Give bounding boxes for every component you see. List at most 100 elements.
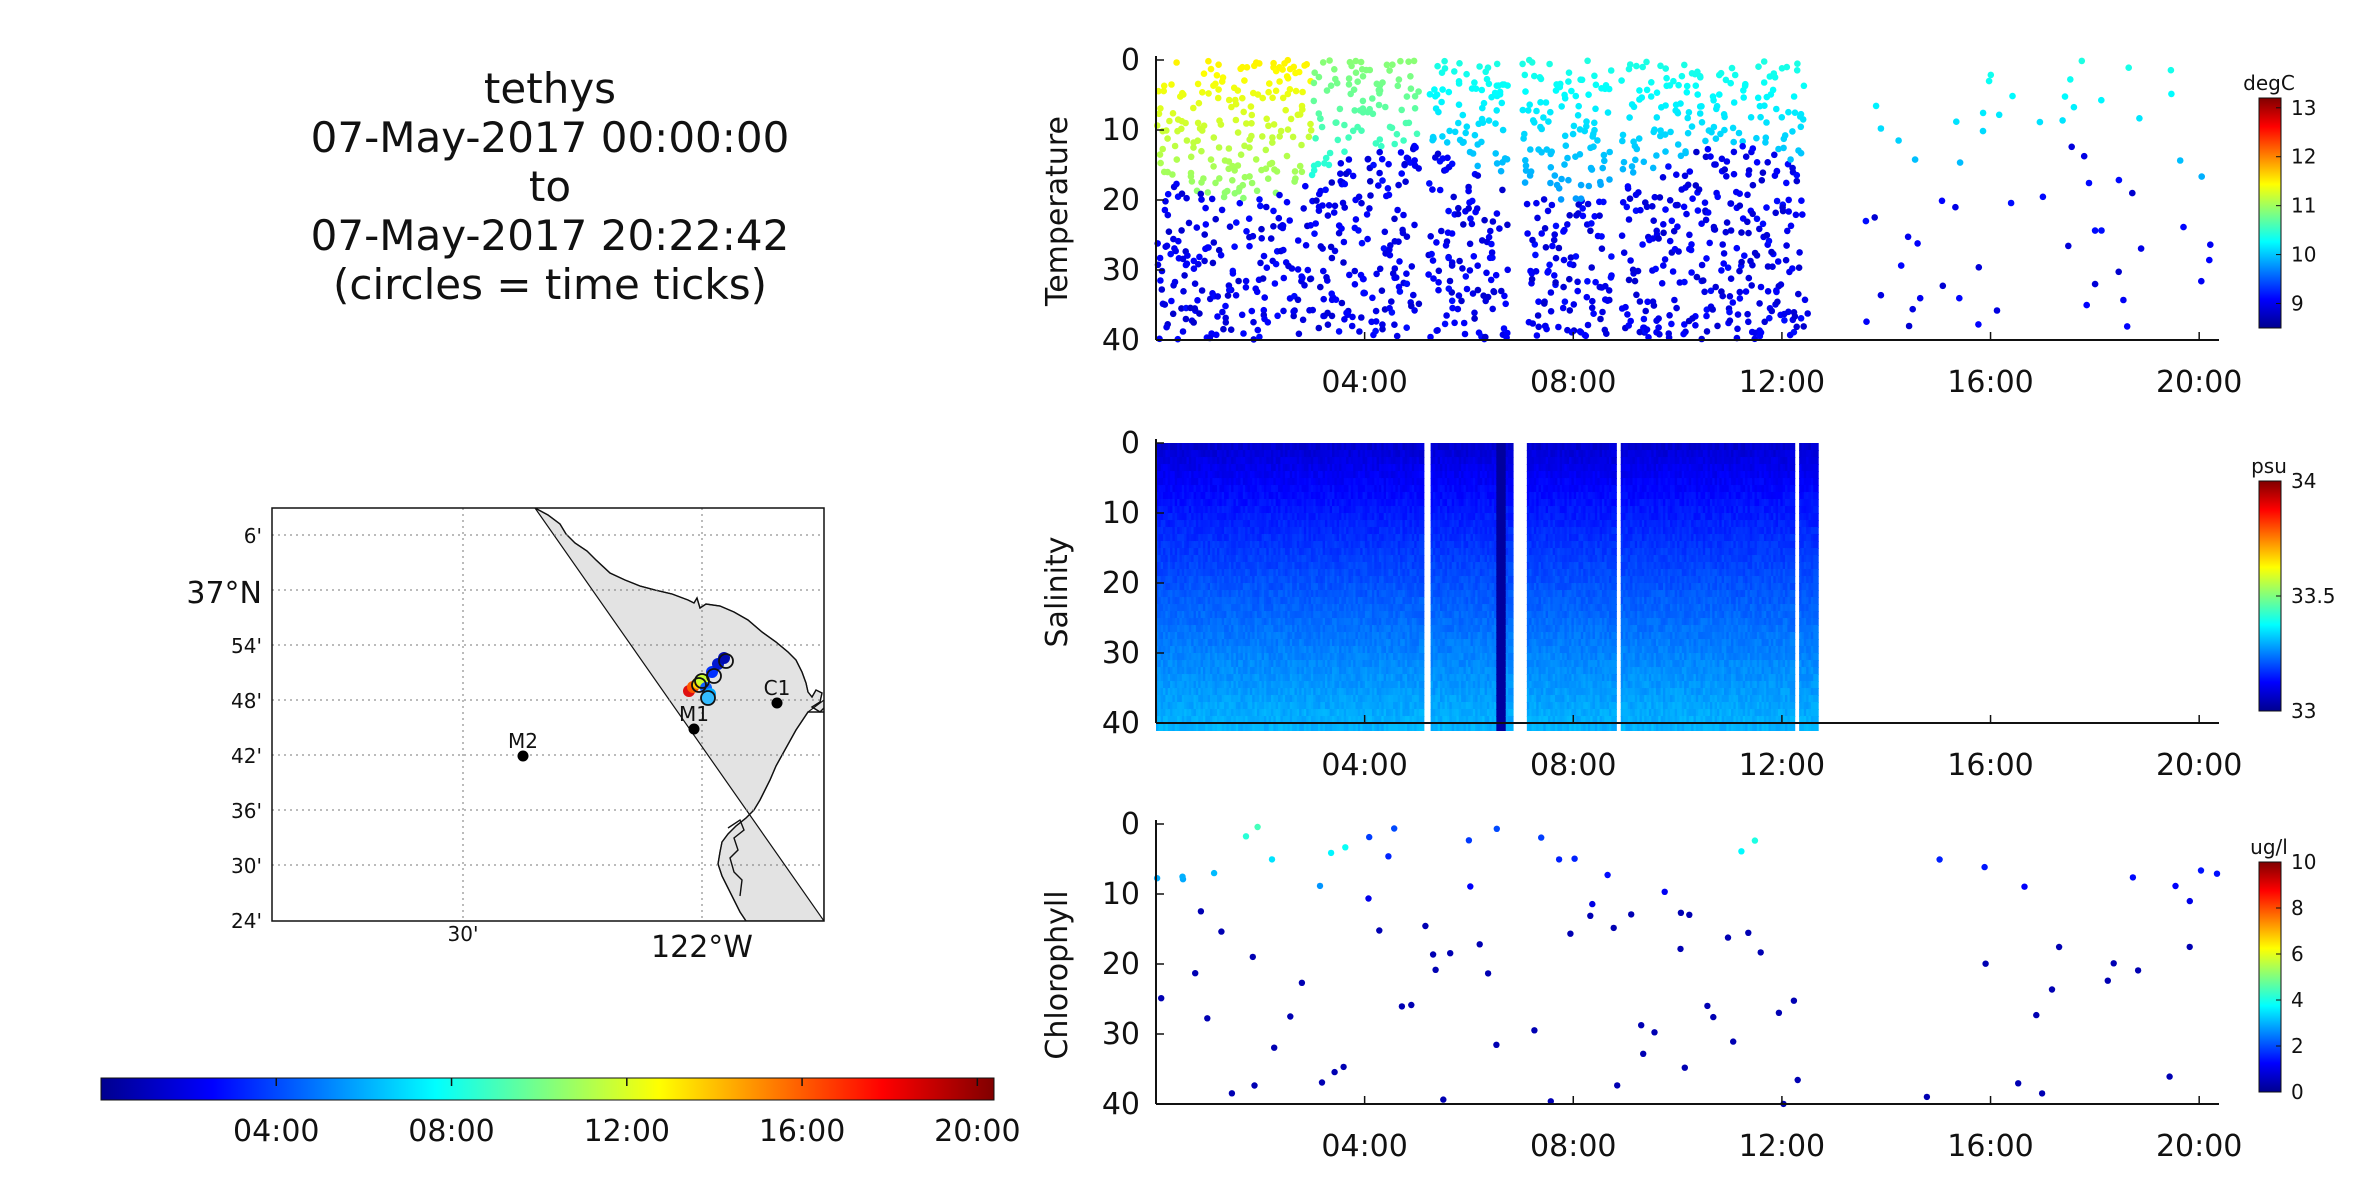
- profile-point: [1764, 159, 1771, 166]
- profile-point: [1956, 159, 1964, 166]
- profile-point: [1302, 242, 1310, 249]
- profile-point: [1331, 66, 1338, 73]
- profile-point: [1519, 60, 1526, 68]
- profile-point: [1207, 65, 1215, 73]
- profile-point: [1304, 266, 1312, 274]
- profile-point: [1552, 254, 1560, 262]
- profile-point: [1171, 278, 1179, 286]
- profile-point: [1587, 227, 1594, 235]
- profile-point: [1466, 267, 1474, 274]
- profile-point: [1561, 298, 1569, 306]
- profile-point: [1662, 65, 1669, 72]
- profile-point: [1526, 101, 1533, 108]
- profile-point: [1790, 93, 1798, 100]
- profile-point: [1763, 119, 1770, 126]
- profile-point: [1256, 333, 1263, 341]
- profile-point: [1748, 282, 1755, 289]
- profile-point: [1482, 297, 1489, 305]
- profile-point: [1280, 246, 1287, 254]
- profile-point: [1396, 258, 1403, 265]
- profile-point: [1226, 286, 1233, 294]
- profile-point: [1558, 175, 1565, 183]
- profile-point: [1214, 313, 1221, 320]
- profile-point: [1205, 57, 1212, 65]
- profile-point: [1351, 107, 1358, 114]
- profile-point: [1605, 287, 1613, 294]
- profile-point: [1265, 88, 1272, 96]
- profile-point: [1163, 242, 1171, 250]
- profile-point: [1425, 271, 1432, 278]
- profile-point: [1650, 217, 1657, 224]
- profile-point: [1653, 227, 1660, 235]
- profile-point: [2080, 152, 2088, 160]
- profile-point: [1559, 304, 1567, 312]
- profile-point: [1273, 168, 1281, 175]
- profile-point: [1386, 67, 1393, 74]
- profile-point: [1256, 196, 1263, 203]
- profile-point: [1745, 229, 1752, 237]
- profile-point: [1995, 111, 2003, 119]
- profile-point: [1720, 250, 1728, 257]
- profile-point: [1681, 278, 1688, 286]
- profile-point: [1369, 110, 1377, 118]
- profile-point: [1158, 286, 1166, 293]
- profile-point: [1248, 120, 1255, 127]
- profile-point: [1584, 200, 1592, 208]
- profile-point: [1466, 240, 1474, 248]
- profile-point: [1588, 304, 1596, 312]
- profile-point: [1352, 216, 1360, 223]
- profile-point: [1791, 313, 1799, 320]
- temperature-ylabel: Temperature: [1040, 116, 1075, 307]
- profile-point: [1285, 262, 1292, 270]
- profile-point: [1688, 241, 1695, 248]
- map-panel: 6' 37°N 54' 48' 42' 36' 30' 24' 30' 122°…: [186, 507, 825, 965]
- profile-point: [1469, 197, 1476, 205]
- y-tick-label: 30: [1102, 253, 1140, 288]
- profile-point: [1782, 256, 1790, 264]
- profile-point: [1581, 127, 1588, 135]
- profile-point: [1183, 260, 1191, 268]
- y-tick-label: 20: [1102, 183, 1140, 218]
- profile-point: [1653, 152, 1660, 159]
- profile-point: [1248, 179, 1256, 187]
- profile-point: [1793, 323, 1800, 331]
- profile-point: [1979, 109, 1987, 117]
- profile-point: [1212, 179, 1219, 187]
- profile-point: [1905, 322, 1913, 330]
- profile-point: [1545, 267, 1552, 275]
- profile-point: [1551, 172, 1559, 179]
- profile-point: [1225, 96, 1233, 104]
- profile-point: [1234, 162, 1242, 169]
- profile-point: [1629, 169, 1637, 176]
- profile-point: [1683, 89, 1691, 96]
- profile-point: [1270, 207, 1277, 215]
- profile-point: [1693, 148, 1700, 156]
- profile-point: [1694, 207, 1702, 214]
- profile-point: [1549, 242, 1556, 250]
- profile-point: [1712, 283, 1719, 291]
- profile-point: [1527, 267, 1534, 275]
- profile-point: [1200, 70, 1208, 77]
- profile-point: [1240, 194, 1247, 202]
- profile-point: [1299, 316, 1307, 324]
- profile-point: [1292, 87, 1300, 95]
- profile-point: [1597, 315, 1604, 323]
- station-m2-marker: [517, 750, 529, 762]
- profile-point: [1709, 93, 1717, 100]
- profile-point: [1271, 280, 1279, 287]
- profile-point: [1264, 175, 1272, 182]
- profile-point: [1661, 256, 1669, 263]
- profile-point: [1757, 283, 1765, 291]
- profile-point: [1630, 103, 1638, 111]
- profile-point: [1403, 324, 1410, 332]
- profile-point: [1619, 131, 1627, 139]
- profile-point: [1734, 325, 1741, 333]
- profile-point: [1332, 296, 1340, 304]
- profile-point: [1403, 93, 1411, 100]
- profile-point: [1376, 265, 1384, 273]
- profile-point: [1205, 244, 1212, 251]
- profile-point: [1355, 193, 1363, 201]
- profile-point: [1451, 319, 1458, 327]
- profile-point: [1485, 117, 1493, 124]
- profile-point: [1680, 203, 1688, 211]
